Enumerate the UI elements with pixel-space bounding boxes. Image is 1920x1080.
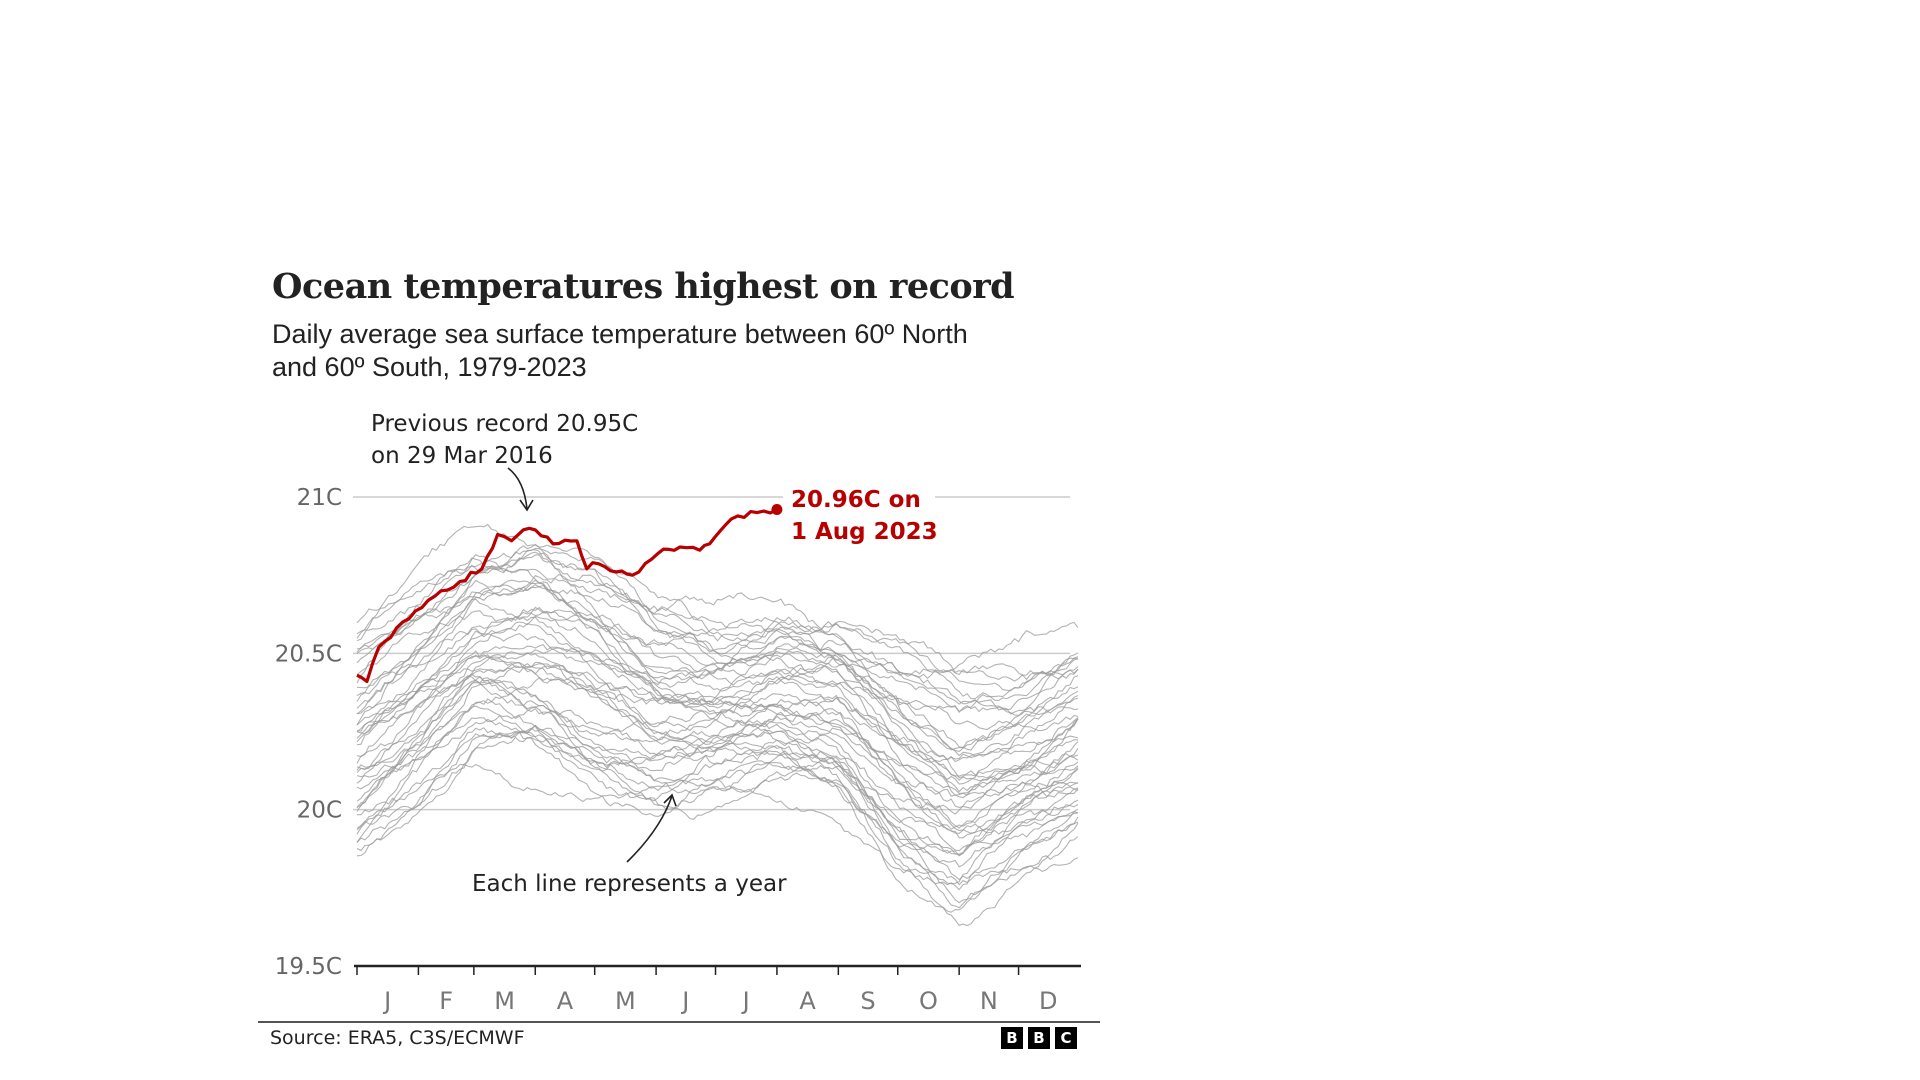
chart-title: Ocean temperatures highest on record [272, 266, 1015, 307]
source-note: Source: ERA5, C3S/ECMWF [270, 1027, 525, 1049]
year-line-1982 [356, 736, 1079, 904]
annotation-record-2023: 20.96C on 1 Aug 2023 [783, 484, 938, 548]
x-tick-label-10: N [980, 987, 998, 1015]
year-line-2007 [356, 598, 1079, 763]
year-line-1983 [356, 727, 1079, 909]
bbc-logo-letter-3: C [1055, 1027, 1077, 1049]
bbc-logo-letter-1: B [1001, 1027, 1023, 1049]
annotation-previous-record: Previous record 20.95C on 29 Mar 2016 [371, 411, 638, 512]
x-tick-label-2: M [494, 987, 515, 1015]
annotation-previous-record-line2: on 29 Mar 2016 [371, 443, 553, 469]
year-line-1980 [356, 727, 1079, 913]
year-line-1998 [356, 650, 1079, 799]
year-line-2010 [356, 610, 1079, 732]
year-line-2021 [356, 547, 1079, 682]
x-tick-label-5: J [680, 987, 689, 1015]
year-line-1993 [356, 677, 1079, 835]
x-tick-label-6: J [741, 987, 750, 1015]
year-line-2019 [356, 557, 1079, 680]
annotation-each-line: Each line represents a year [472, 793, 787, 897]
subtitle-line-2: and 60º South, 1979-2023 [272, 352, 587, 382]
year-line-2011 [356, 579, 1079, 753]
year-line-2000 [356, 665, 1079, 785]
gridlines [353, 496, 1070, 811]
arrowhead-previous-record-icon [519, 499, 534, 512]
x-tick-label-9: O [919, 987, 938, 1015]
chart-subtitle: Daily average sea surface temperature be… [272, 318, 1072, 384]
year-line-2005 [356, 628, 1079, 761]
year-line-2015 [356, 554, 1079, 712]
year-line-2022 [356, 523, 1079, 680]
year-line-1988 [356, 679, 1079, 885]
x-tick-label-1: F [439, 987, 453, 1015]
year-line-1994 [356, 675, 1079, 815]
year-line-1992 [356, 673, 1079, 830]
y-tick-label-0: 19.5C [275, 954, 342, 980]
year-line-2020 [356, 543, 1079, 692]
y-tick-label-1: 20C [297, 798, 342, 824]
arrow-previous-record-icon [507, 467, 528, 510]
x-tick-label-0: J [382, 987, 391, 1015]
footer-divider [258, 1021, 1100, 1023]
annotation-record-2023-line1: 20.96C on [791, 487, 921, 513]
x-tick-label-4: M [615, 987, 636, 1015]
x-tick-label-7: A [799, 987, 816, 1015]
year-lines [356, 523, 1079, 927]
y-tick-label-3: 21C [297, 485, 342, 511]
annotation-previous-record-line1: Previous record 20.95C [371, 411, 638, 437]
year-line-2016 [356, 573, 1079, 715]
year-line-2004 [356, 615, 1079, 793]
y-axis-labels: 19.5C 20C 20.5C 21C [275, 485, 342, 980]
year-line-1991 [356, 675, 1079, 857]
y-tick-label-2: 20.5C [275, 641, 342, 667]
bbc-logo-letter-2: B [1028, 1027, 1050, 1049]
year-line-1986 [356, 717, 1079, 868]
arrow-each-line-icon [626, 795, 673, 863]
year-line-1979 [356, 763, 1079, 886]
series-2023-endpoint [771, 504, 783, 516]
x-tick-label-8: S [860, 987, 875, 1015]
year-line-1981 [356, 724, 1079, 927]
year-line-2014 [356, 584, 1079, 717]
x-tick-label-3: A [557, 987, 574, 1015]
year-line-1995 [356, 665, 1079, 834]
bbc-logo: B B C [1001, 1027, 1077, 1049]
year-line-1997 [356, 651, 1079, 829]
annotation-record-2023-line2: 1 Aug 2023 [791, 519, 938, 545]
year-line-2009 [356, 606, 1079, 757]
year-line-1996 [356, 662, 1079, 839]
highlight-series [356, 504, 783, 684]
subtitle-line-1: Daily average sea surface temperature be… [272, 319, 968, 349]
series-line-2023 [356, 508, 778, 684]
annotation-record-2023-background [783, 484, 935, 548]
year-line-1985 [356, 724, 1079, 881]
arrowhead-each-line-icon [663, 793, 677, 807]
year-line-2003 [356, 644, 1079, 782]
annotation-each-line-text: Each line represents a year [472, 871, 787, 897]
x-tick-label-11: D [1039, 987, 1057, 1015]
year-line-1984 [356, 700, 1079, 891]
year-line-2002 [356, 622, 1079, 809]
year-line-1989 [356, 704, 1079, 852]
